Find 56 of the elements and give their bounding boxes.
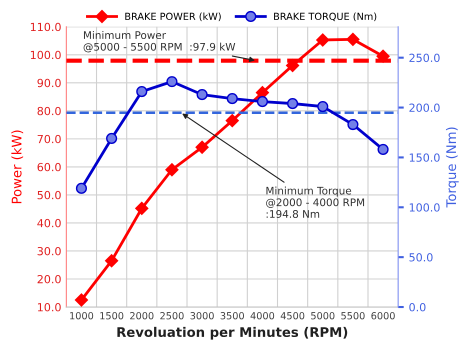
x-tick-label: 4500 <box>280 312 304 320</box>
point <box>196 89 208 100</box>
point <box>226 93 238 104</box>
x-tick-label: 5000 <box>311 312 334 320</box>
point <box>317 101 328 112</box>
point <box>74 293 88 307</box>
y-tick-label: 70.0 <box>38 134 61 144</box>
x-tick-label: 2000 <box>130 312 154 320</box>
point <box>286 58 300 72</box>
point <box>287 98 298 110</box>
point <box>346 32 360 46</box>
point <box>378 144 389 155</box>
x-tick-label: 1000 <box>70 312 94 320</box>
ref-line-label: Minimum Torque @2000 - 4000 RPM :194.8 Nm <box>266 186 364 218</box>
point <box>347 118 358 130</box>
x-tick-label: 4000 <box>250 312 274 320</box>
point <box>196 140 209 154</box>
y2-tick-label: 0.0 <box>409 302 426 312</box>
ref-line-label: Minimum Power @5000 - 5500 RPM :97.9 kW <box>84 30 236 52</box>
y-tick-label: 50.0 <box>38 190 61 200</box>
x-tick-label: 3000 <box>190 312 214 320</box>
y-tick-label: 80.0 <box>38 106 61 116</box>
y-tick-label: 30.0 <box>38 246 61 256</box>
y2-tick-label: 50.0 <box>409 253 433 262</box>
y2-tick-label: 200.0 <box>409 104 440 112</box>
y-tick-label: 90.0 <box>37 78 61 88</box>
x-tick-label: 1500 <box>100 312 124 320</box>
x-tick-label: 6000 <box>371 312 395 320</box>
y-tick-label: 110.0 <box>30 22 61 32</box>
y-tick-label: 10.0 <box>38 302 61 312</box>
point <box>316 33 330 47</box>
x-tick-label: 2500 <box>160 312 184 320</box>
y-tick-label: 40.0 <box>37 218 61 228</box>
point <box>106 132 118 144</box>
x-tick-label: 3500 <box>220 312 244 320</box>
point <box>135 202 148 215</box>
point <box>226 114 239 128</box>
point <box>136 86 148 98</box>
y2-tick-label: 100.0 <box>410 203 440 212</box>
point <box>105 254 118 268</box>
y2-tick-label: 150.0 <box>410 153 440 162</box>
point <box>166 76 178 88</box>
legend-label: BRAKE POWER (kW) <box>125 12 221 22</box>
y-axis-title: Power (kW) <box>11 130 24 204</box>
y2-tick-label: 250.0 <box>409 54 440 62</box>
point <box>76 182 87 194</box>
y-tick-label: 60.0 <box>38 162 61 172</box>
x-tick-label: 5500 <box>341 312 365 320</box>
point <box>376 50 390 63</box>
point <box>165 163 179 176</box>
y-tick-label: 20.0 <box>38 274 61 284</box>
point <box>256 96 268 108</box>
x-axis-title: Revoluation per Minutes (RPM) <box>117 326 348 340</box>
legend-label: BRAKE TORQUE (Nm) <box>274 12 376 22</box>
y-tick-label: 100.0 <box>30 50 61 60</box>
y2-axis-title: Torque (Nm) <box>446 127 459 208</box>
